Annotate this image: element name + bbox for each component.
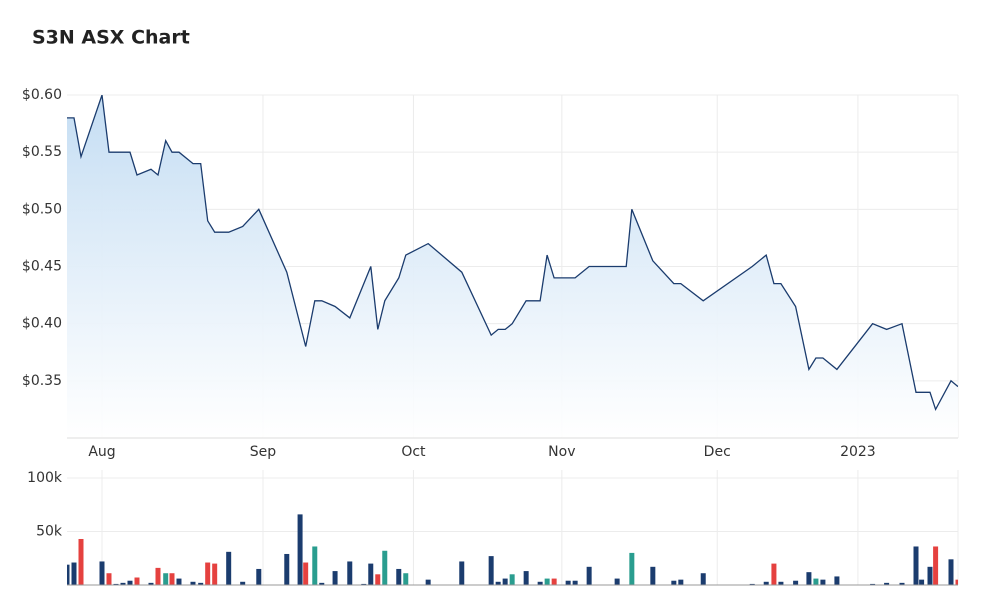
volume-bar: [212, 563, 218, 585]
volume-bar: [312, 546, 318, 585]
volume-bar: [813, 578, 819, 585]
y-tick-label: $0.45: [22, 259, 62, 275]
volume-bar: [749, 583, 755, 585]
volume-bar: [948, 559, 954, 585]
volume-bar: [240, 581, 246, 585]
volume-bar: [120, 582, 126, 585]
x-tick-label: Nov: [548, 444, 575, 460]
volume-bar: [565, 580, 571, 585]
volume-bar: [913, 546, 919, 585]
y-tick-label: $0.55: [22, 144, 62, 160]
x-tick-label: Sep: [250, 444, 277, 460]
volume-bar: [284, 553, 290, 585]
volume-bar: [176, 578, 182, 585]
volume-bar: [778, 581, 784, 585]
volume-bar: [771, 563, 777, 585]
volume-bar: [99, 561, 105, 585]
volume-bar: [834, 576, 840, 585]
volume-bar: [361, 583, 367, 585]
volume-bar: [169, 573, 175, 585]
volume-bar: [509, 574, 515, 585]
volume-panel: 50k 100k: [27, 470, 959, 586]
volume-bar: [586, 566, 592, 585]
volume-bar: [297, 514, 303, 585]
volume-bar: [884, 582, 890, 585]
volume-bar: [403, 573, 409, 585]
volume-bar: [488, 556, 494, 585]
volume-bar: [226, 551, 232, 585]
volume-bar: [502, 578, 508, 585]
volume-bar: [919, 579, 925, 585]
volume-bar: [113, 583, 119, 585]
volume-bar: [425, 579, 431, 585]
volume-bar: [205, 562, 211, 585]
volume-bar: [806, 572, 812, 585]
volume-bar: [899, 582, 905, 585]
volume-bar: [332, 571, 338, 585]
volume-bar: [148, 582, 154, 585]
volume-bar: [572, 580, 578, 585]
y-tick-label: $0.50: [22, 201, 62, 217]
volume-bar: [459, 561, 465, 585]
volume-bar: [382, 550, 388, 585]
volume-bar: [544, 578, 550, 585]
volume-bar: [614, 578, 620, 585]
volume-bar: [375, 574, 381, 585]
price-area: [67, 95, 958, 438]
volume-bar: [870, 583, 876, 585]
x-tick-label: Oct: [401, 444, 426, 460]
volume-bar: [927, 566, 933, 585]
price-line: [67, 95, 958, 412]
y-tick-label: 50k: [36, 524, 63, 540]
y-tick-label: $0.60: [22, 87, 62, 103]
volume-bar: [671, 580, 677, 585]
volume-bar: [106, 573, 112, 585]
volume-bar: [78, 538, 84, 585]
volume-bar: [319, 582, 325, 585]
volume-bar: [523, 571, 529, 585]
chart-title: S3N ASX Chart: [32, 27, 190, 49]
volume-bar: [256, 568, 262, 585]
volume-bar: [650, 566, 656, 585]
volume-bar: [127, 580, 133, 585]
price-panel: $0.35 $0.40 $0.45 $0.50 $0.55 $0.60 Aug Sep Oct N…: [22, 87, 959, 460]
x-tick-label: Aug: [88, 444, 115, 460]
volume-bar: [933, 546, 939, 585]
volume-bar: [793, 580, 799, 585]
volume-bar: [155, 567, 161, 585]
volume-bar: [678, 579, 684, 585]
volume-bar: [347, 561, 353, 585]
x-tick-label: Dec: [704, 444, 731, 460]
volume-bar: [629, 552, 635, 585]
volume-bar: [551, 578, 557, 585]
y-tick-label: $0.35: [22, 373, 62, 389]
y-tick-label: 100k: [27, 470, 63, 486]
volume-bar: [537, 581, 543, 585]
volume-bar: [67, 564, 70, 585]
y-tick-label: $0.40: [22, 316, 62, 332]
volume-bar: [303, 562, 309, 585]
volume-bar: [820, 579, 826, 585]
volume-bar: [134, 577, 140, 585]
x-tick-label: 2023: [840, 444, 876, 460]
volume-bar: [955, 579, 958, 585]
volume-bar: [71, 562, 77, 585]
volume-bar: [763, 581, 769, 585]
volume-bar: [368, 563, 374, 585]
volume-bar: [163, 573, 169, 585]
volume-bar: [198, 582, 204, 585]
volume-bar: [700, 573, 706, 585]
volume-bar: [190, 581, 196, 585]
volume-bar: [396, 568, 402, 585]
volume-bar: [495, 581, 501, 585]
